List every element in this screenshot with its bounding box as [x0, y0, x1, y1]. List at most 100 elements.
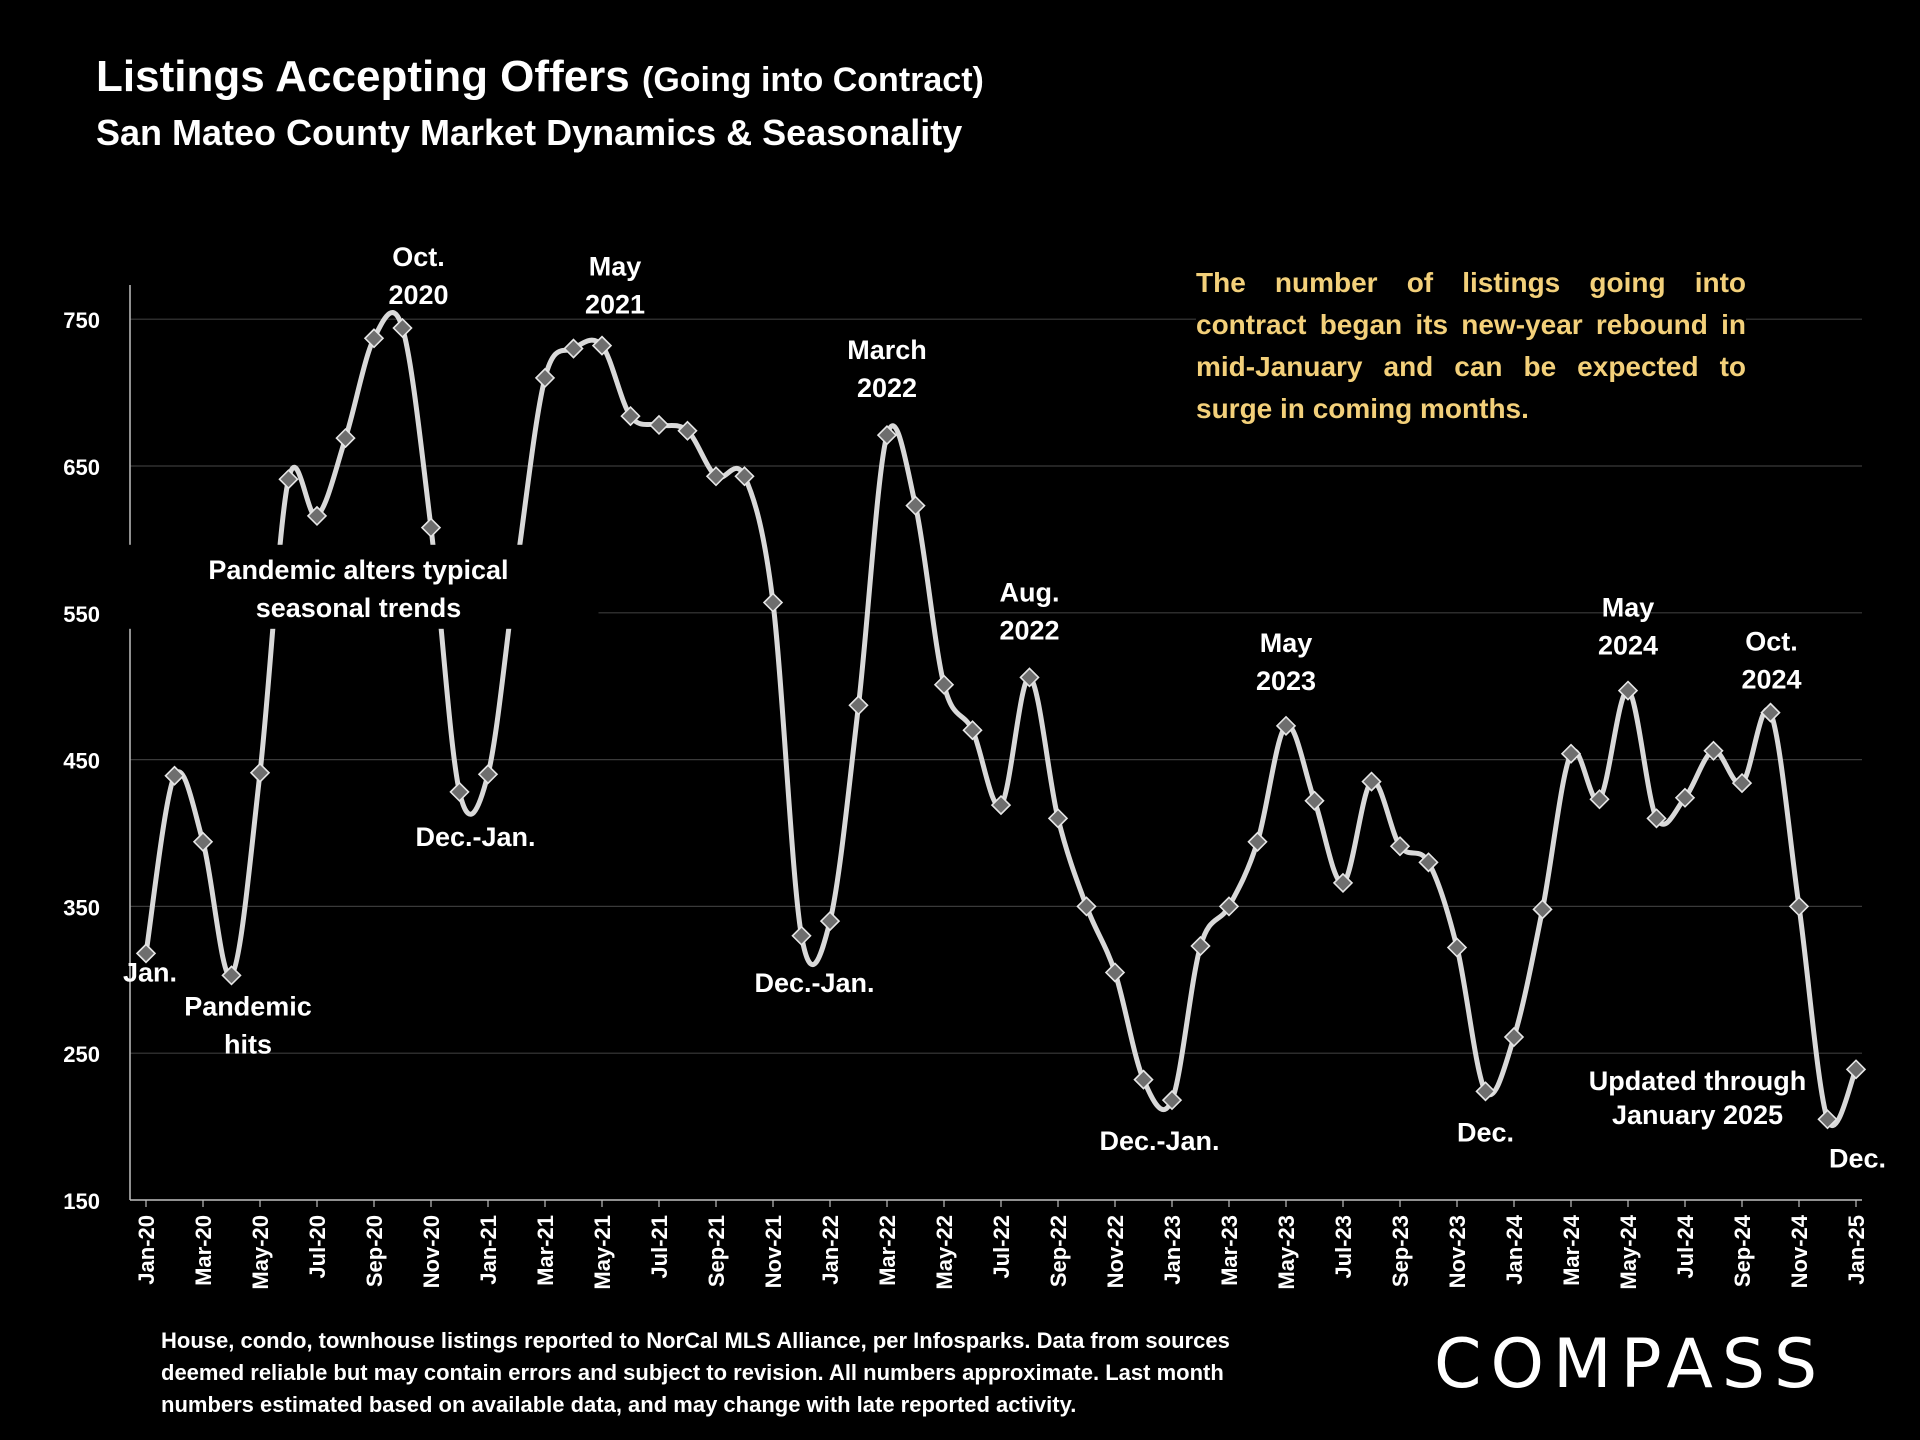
data-point [1731, 772, 1753, 794]
data-point [449, 781, 470, 803]
axes [129, 285, 1862, 1201]
data-point [164, 765, 185, 786]
data-point [363, 328, 385, 349]
x-tick-label: Nov-20 [419, 1215, 444, 1288]
x-tick-label: Nov-23 [1445, 1215, 1470, 1288]
data-point [1076, 896, 1097, 917]
y-tick-label: 750 [63, 308, 100, 333]
data-point [534, 367, 556, 389]
data-point [990, 794, 1012, 816]
series-line [143, 310, 1859, 1129]
x-tick-label: Mar-21 [533, 1215, 558, 1286]
annotation-line: seasonal trends [256, 593, 462, 623]
annotation-line: Dec.-Jan. [1099, 1126, 1219, 1156]
data-point [705, 466, 727, 487]
x-tick-label: May-20 [248, 1215, 273, 1290]
x-tick-label: Sep-23 [1388, 1215, 1413, 1287]
annotation-line: hits [224, 1029, 272, 1059]
annotation: May 2021 [585, 252, 645, 320]
data-point [477, 764, 499, 785]
data-point [762, 592, 784, 613]
data-point [848, 695, 869, 716]
data-point [962, 720, 983, 741]
x-tick-label: Jul-21 [647, 1215, 672, 1279]
x-tick-label: Nov-24 [1787, 1214, 1812, 1288]
data-point [1845, 1059, 1867, 1080]
data-point [876, 425, 898, 446]
annotation: Aug. 2022 [999, 577, 1059, 645]
chart-title-main: Listings Accepting Offers [96, 52, 630, 101]
data-point [591, 335, 613, 356]
annotation: March 2022 [847, 335, 927, 403]
data-point [392, 317, 413, 339]
annotation: Pandemic alters typical seasonal trends [118, 544, 599, 629]
y-tick-label: 550 [63, 602, 100, 627]
x-tick-label: May-23 [1274, 1215, 1299, 1290]
annotation: Oct. 2024 [1741, 627, 1801, 695]
annotation-line: Dec.-Jan. [754, 968, 874, 998]
annotation: Jan. [123, 957, 177, 987]
data-point [905, 495, 926, 516]
source-footnote: House, condo, townhouse listings reporte… [161, 1328, 1230, 1417]
data-point [1019, 667, 1040, 688]
data-point [1418, 852, 1439, 873]
data-point [1475, 1081, 1496, 1102]
data-point [306, 505, 328, 527]
compass-logo: COMPASS [1434, 1325, 1827, 1404]
annotation-line: Dec. [1829, 1143, 1886, 1173]
x-tick-label: May-22 [932, 1215, 957, 1290]
annotation-line: Pandemic [184, 991, 312, 1021]
annotation: Oct. 2020 [388, 242, 448, 310]
y-tick-label: 250 [63, 1042, 100, 1067]
x-tick-label: Jan-23 [1160, 1215, 1185, 1285]
data-point [734, 466, 755, 487]
annotation-line: March [847, 335, 927, 365]
data-point [1503, 1026, 1525, 1048]
x-tick-label: May-24 [1616, 1214, 1641, 1289]
annotation: May 2023 [1256, 628, 1316, 696]
data-point [1190, 935, 1211, 957]
annotation-line: 2024 [1598, 631, 1658, 661]
y-tick-label: 450 [63, 749, 100, 774]
x-tick-label: Mar-22 [875, 1215, 900, 1286]
x-tick-label: Jul-23 [1331, 1215, 1356, 1279]
data-point [1275, 715, 1297, 736]
annotation-line: Oct. [1745, 627, 1798, 657]
data-point [135, 943, 157, 964]
annotation: Updated through January 2025 [1589, 1066, 1806, 1130]
annotation: Pandemic hits [184, 991, 312, 1059]
insight-callout: The number of listings going into contra… [1196, 262, 1746, 430]
y-tick-labels: 150 250 350 450 550 650 750 [63, 308, 100, 1214]
data-point [1133, 1069, 1154, 1090]
x-tick-label: Nov-21 [761, 1215, 786, 1288]
annotation: May 2024 [1598, 593, 1658, 661]
data-point [1047, 808, 1069, 829]
annotation-line: Dec. [1457, 1117, 1514, 1147]
annotation-line: 2022 [999, 615, 1059, 645]
annotation: Dec.-Jan. [1099, 1126, 1219, 1156]
chart-title-paren: (Going into Contract) [642, 61, 984, 99]
annotation-line: Aug. [1000, 577, 1060, 607]
data-point [1646, 808, 1667, 829]
data-point [677, 420, 698, 441]
data-point [1161, 1090, 1183, 1111]
data-point [278, 469, 299, 490]
chart-title: Listings Accepting Offers (Going into Co… [96, 52, 984, 102]
data-point [1589, 789, 1610, 810]
data-markers [135, 317, 1867, 1130]
annotation-line: Pandemic alters typical [208, 555, 508, 585]
annotation-line: 2024 [1741, 665, 1801, 695]
y-tick-label: 650 [63, 455, 100, 480]
data-point [335, 427, 356, 449]
data-point [620, 405, 641, 427]
y-tick-label: 150 [63, 1189, 100, 1214]
x-tick-label: Jul-22 [989, 1215, 1014, 1279]
x-tick-label: Jul-20 [305, 1215, 330, 1279]
data-point [1760, 702, 1781, 723]
data-point [1674, 787, 1696, 808]
y-tick-label: 350 [63, 895, 100, 920]
x-tick-label: Sep-21 [704, 1215, 729, 1287]
annotation-line: May [589, 252, 642, 282]
x-tick-label: Mar-24 [1559, 1214, 1584, 1286]
